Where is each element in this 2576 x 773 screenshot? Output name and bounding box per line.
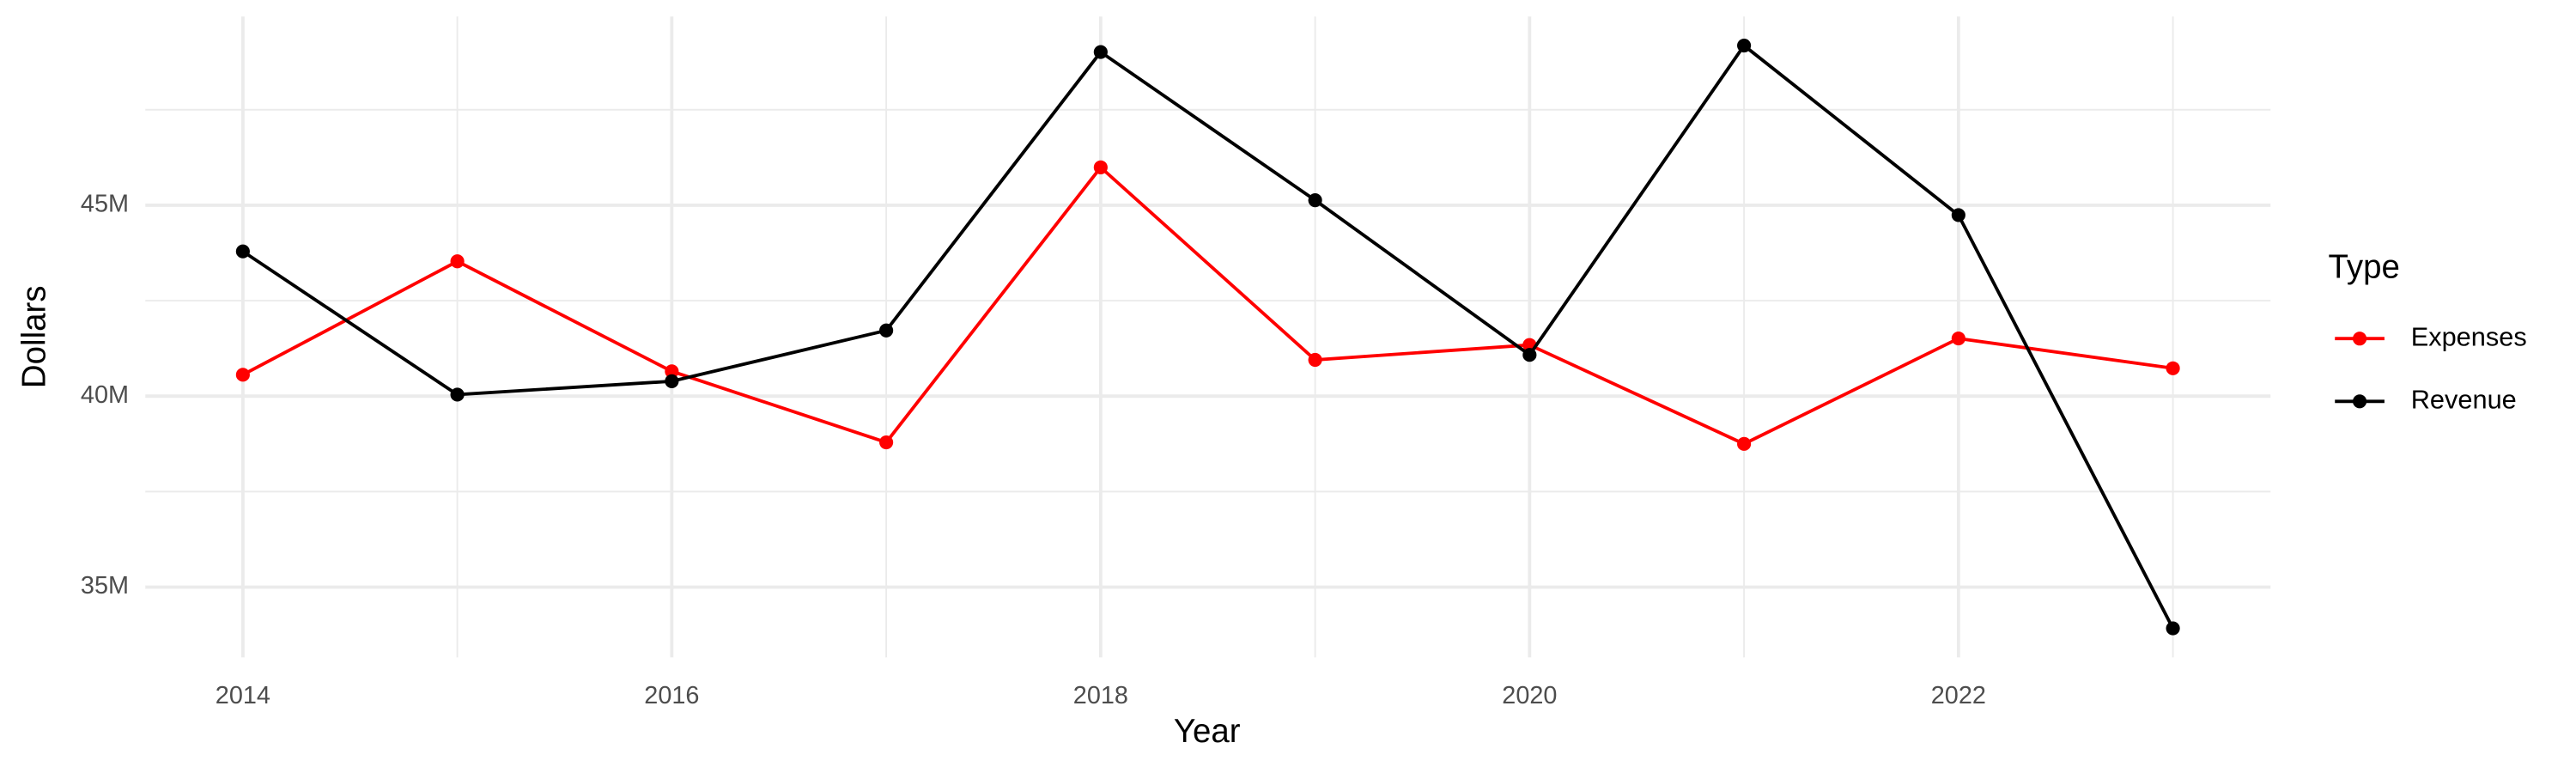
x-axis-title: Year	[1174, 713, 1241, 750]
data-point	[1308, 352, 1322, 368]
legend-marker	[2353, 394, 2367, 409]
data-point	[665, 364, 679, 379]
x-tick-label: 2018	[1073, 682, 1128, 709]
data-point	[1737, 38, 1752, 53]
y-tick-label: 35M	[81, 572, 129, 600]
data-point	[879, 435, 894, 450]
data-point	[450, 254, 465, 269]
data-point	[2166, 621, 2180, 636]
data-point	[1522, 348, 1537, 362]
data-point	[450, 387, 465, 402]
y-axis-title: Dollars	[15, 285, 52, 388]
legend-label: Expenses	[2411, 321, 2527, 351]
x-tick-label: 2016	[644, 682, 699, 709]
data-point	[235, 244, 250, 259]
data-point	[1951, 208, 1965, 222]
x-tick-label: 2014	[216, 682, 270, 709]
y-tick-label: 45M	[81, 191, 129, 218]
legend-marker	[2353, 332, 2367, 346]
series-line	[241, 165, 2173, 446]
data-point	[1737, 436, 1752, 451]
data-point	[235, 368, 250, 382]
legend-title: Type	[2329, 249, 2400, 286]
legend-label: Revenue	[2411, 384, 2517, 414]
x-tick-label: 2020	[1502, 682, 1557, 709]
data-point	[1093, 160, 1108, 174]
y-tick-label: 40M	[81, 381, 129, 409]
data-point	[1951, 332, 1965, 346]
data-point	[879, 323, 894, 338]
data-point	[1093, 45, 1108, 59]
series-line	[241, 43, 2175, 630]
x-tick-label: 2022	[1931, 682, 1986, 709]
data-point	[1308, 193, 1322, 208]
data-point	[2166, 361, 2180, 375]
data-point	[665, 374, 679, 388]
